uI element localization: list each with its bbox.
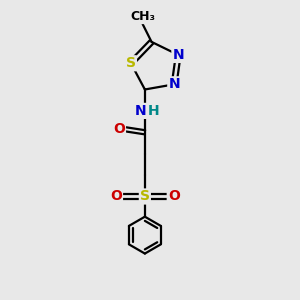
Text: H: H xyxy=(148,104,160,118)
Text: S: S xyxy=(126,56,136,70)
Text: CH₃: CH₃ xyxy=(130,10,155,23)
Text: N: N xyxy=(135,104,146,118)
Text: S: S xyxy=(140,190,150,203)
Text: O: O xyxy=(110,190,122,203)
Text: N: N xyxy=(168,77,180,91)
Text: O: O xyxy=(168,190,180,203)
Text: N: N xyxy=(172,48,184,62)
Text: O: O xyxy=(113,122,125,136)
